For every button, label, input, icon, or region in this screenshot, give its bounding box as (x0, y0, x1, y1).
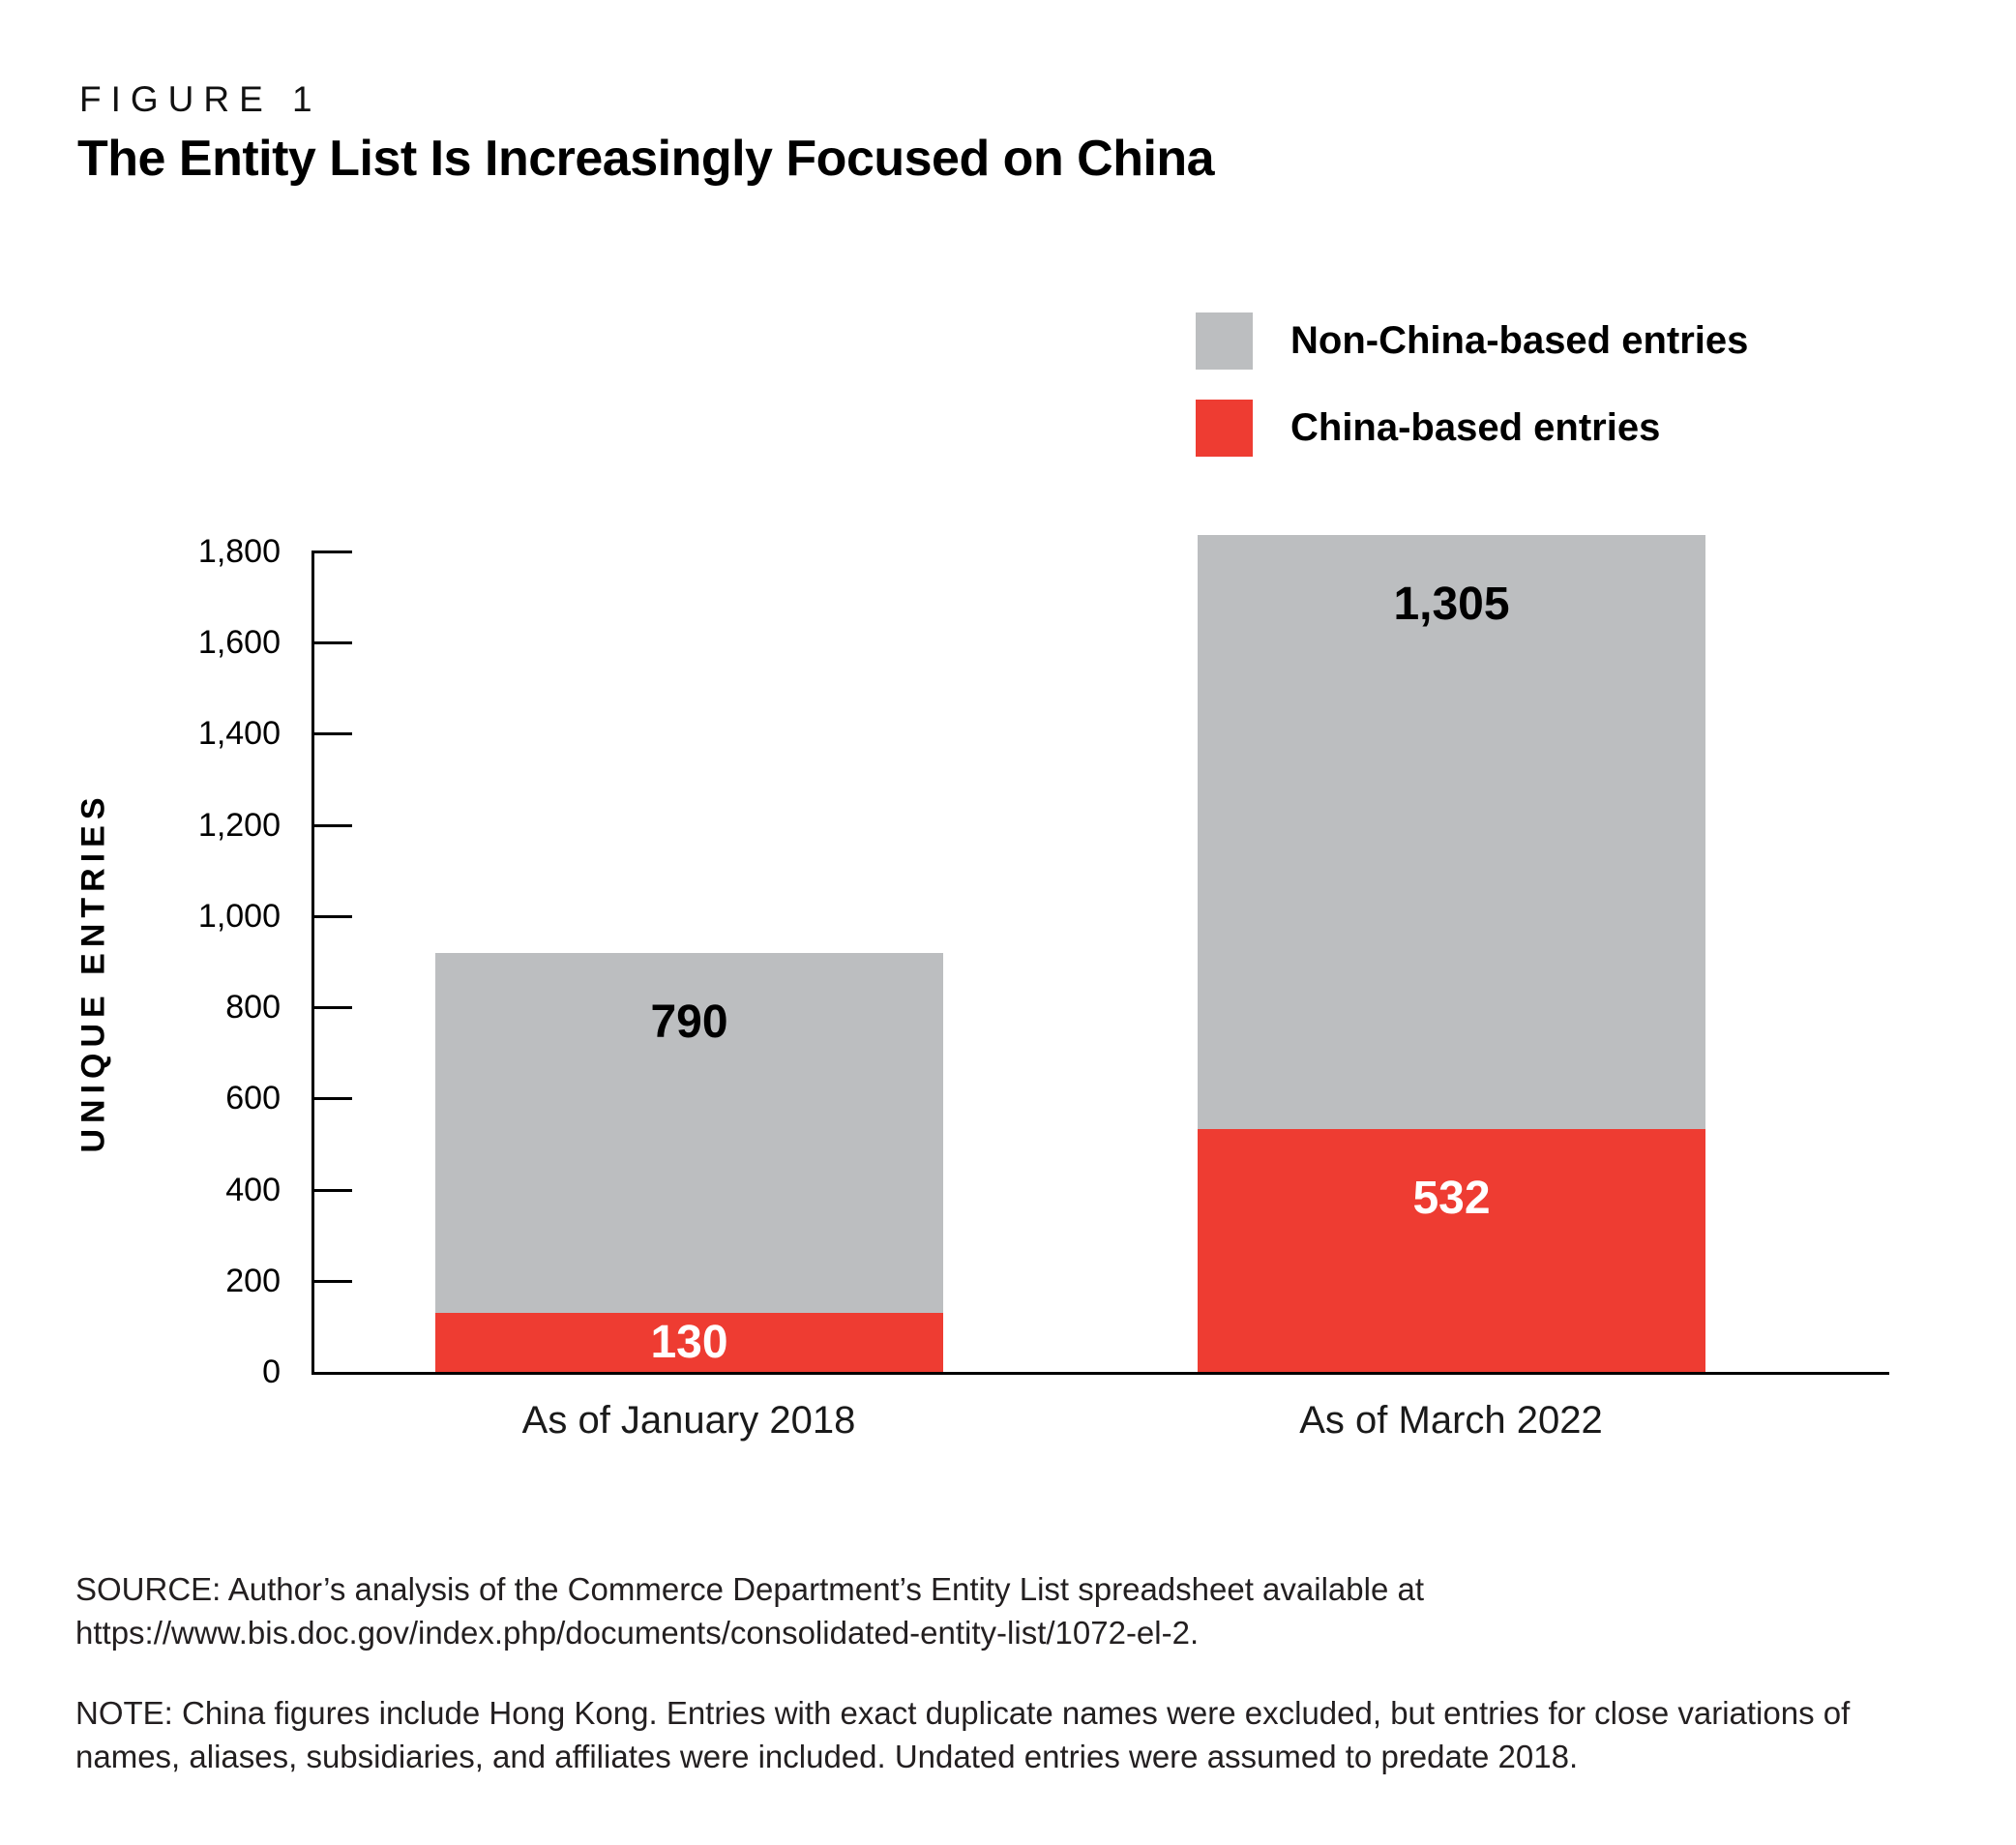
figure-label: FIGURE 1 (79, 79, 322, 119)
x-axis-category-label: As of January 2018 (521, 1399, 856, 1442)
bar-value-label: 790 (650, 997, 728, 1048)
y-axis-tick-label: 600 (225, 1080, 281, 1116)
bar-value-label: 1,305 (1393, 579, 1510, 630)
y-axis-tick-label: 800 (225, 989, 281, 1026)
y-axis-tick-label: 200 (225, 1263, 281, 1299)
y-axis-tick (311, 1189, 352, 1192)
y-axis-tick (311, 915, 352, 918)
bar-segment-non-china-2 (1198, 535, 1705, 1129)
y-axis-tick (311, 641, 352, 644)
bar-value-label: 532 (1412, 1173, 1491, 1224)
y-axis-tick (311, 551, 352, 553)
legend-swatch-china (1196, 399, 1253, 457)
y-axis-tick-label: 1,200 (197, 807, 281, 844)
bar-value-label: 130 (650, 1317, 728, 1368)
bar-segment-china-1 (435, 1313, 943, 1372)
legend-label-china: China-based entries (1290, 405, 1661, 449)
y-axis-tick (311, 1280, 352, 1283)
bar-segment-china-2 (1198, 1129, 1705, 1372)
legend-item-non-china: Non-China-based entries (1196, 312, 1748, 370)
y-axis-tick-label: 1,000 (197, 898, 281, 935)
y-axis-tick-label: 400 (225, 1172, 281, 1208)
note-text: NOTE: China figures include Hong Kong. E… (75, 1695, 1851, 1774)
x-axis-category-label: As of March 2022 (1299, 1399, 1603, 1442)
legend-label-non-china: Non-China-based entries (1290, 318, 1749, 362)
x-axis-line (311, 1372, 1889, 1375)
y-axis-tick-label: 1,400 (197, 715, 281, 752)
y-axis-line (311, 551, 314, 1375)
y-axis-tick-label: 1,600 (197, 624, 281, 661)
y-axis-tick (311, 1097, 352, 1100)
bar-segment-non-china-1 (435, 953, 943, 1313)
source-text: SOURCE: Author’s analysis of the Commerc… (75, 1571, 1424, 1651)
y-axis-tick (311, 732, 352, 735)
legend-swatch-non-china (1196, 312, 1253, 370)
y-axis-tick-label: 1,800 (197, 533, 281, 570)
chart-title: The Entity List Is Increasingly Focused … (77, 131, 1215, 187)
y-axis-tick-label: 0 (262, 1354, 281, 1390)
y-axis-tick (311, 1006, 352, 1009)
legend-item-china: China-based entries (1196, 399, 1660, 457)
y-axis-tick (311, 824, 352, 827)
